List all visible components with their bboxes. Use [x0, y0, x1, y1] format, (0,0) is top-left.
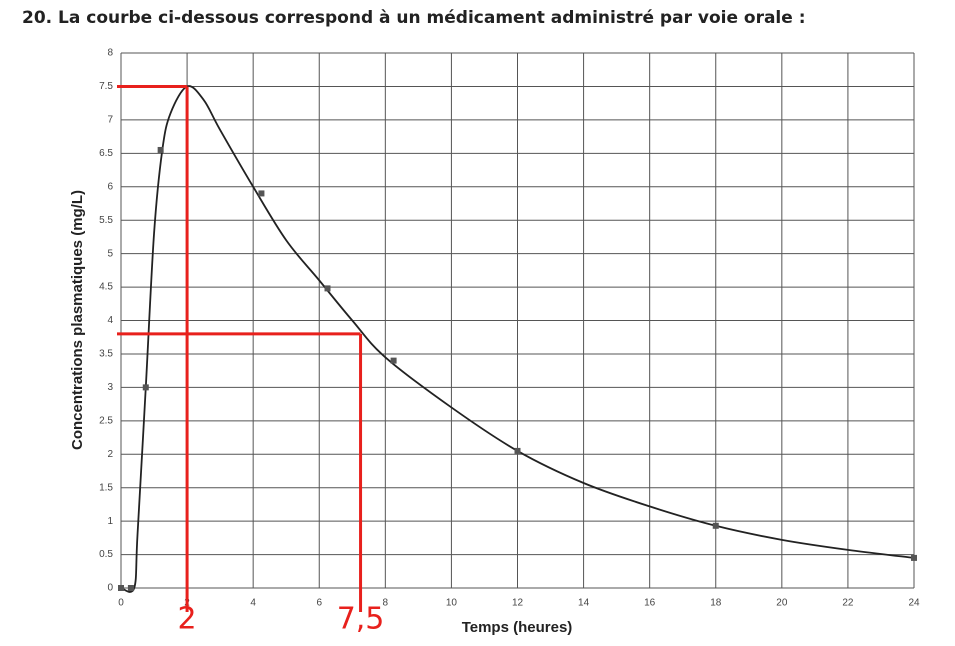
data-marker — [157, 146, 164, 153]
x-axis-label: Temps (heures) — [462, 619, 573, 636]
y-tick-label: 8 — [107, 48, 113, 59]
data-marker — [514, 447, 521, 454]
y-tick-label: 6 — [107, 181, 113, 192]
x-tick-label: 18 — [710, 598, 722, 609]
data-marker — [118, 585, 124, 591]
x-tick-label: 14 — [578, 598, 590, 609]
y-tick-label: 0 — [107, 583, 113, 594]
data-marker — [911, 554, 917, 561]
x-tick-label: 24 — [908, 598, 920, 609]
y-tick-label: 7 — [107, 115, 113, 126]
data-marker — [390, 357, 397, 364]
y-tick-label: 5 — [107, 248, 113, 259]
title: 20. La courbe ci-dessous correspond à un… — [22, 8, 806, 28]
x-tick-label: 0 — [118, 598, 124, 609]
y-tick-label: 4 — [107, 315, 113, 326]
data-marker — [324, 285, 331, 292]
y-tick-label: 0.5 — [99, 549, 113, 560]
x-tick-label: 22 — [842, 598, 854, 609]
annotation-label: 2 — [178, 602, 197, 637]
y-tick-label: 1 — [107, 516, 113, 527]
data-marker — [712, 522, 719, 529]
x-tick-label: 8 — [383, 598, 389, 609]
y-axis-label: Concentrations plasmatiques (mg/L) — [69, 190, 86, 450]
x-tick-label: 4 — [250, 598, 256, 609]
x-tick-label: 6 — [316, 598, 322, 609]
x-tick-label: 12 — [512, 598, 524, 609]
y-tick-label: 4.5 — [99, 282, 113, 293]
y-tick-label: 5.5 — [99, 215, 113, 226]
x-tick-label: 20 — [776, 598, 788, 609]
y-tick-label: 2 — [107, 449, 113, 460]
y-tick-label: 3 — [107, 382, 113, 393]
y-tick-label: 6.5 — [99, 148, 113, 159]
x-tick-label: 10 — [446, 598, 458, 609]
data-marker — [258, 190, 265, 197]
y-tick-label: 2.5 — [99, 415, 113, 426]
data-marker — [142, 384, 149, 391]
x-tick-label: 16 — [644, 598, 656, 609]
y-tick-label: 1.5 — [99, 482, 113, 493]
y-tick-label: 7.5 — [99, 81, 113, 92]
data-marker — [127, 585, 134, 591]
y-tick-label: 3.5 — [99, 349, 113, 360]
annotation-label: 7,5 — [337, 602, 385, 637]
